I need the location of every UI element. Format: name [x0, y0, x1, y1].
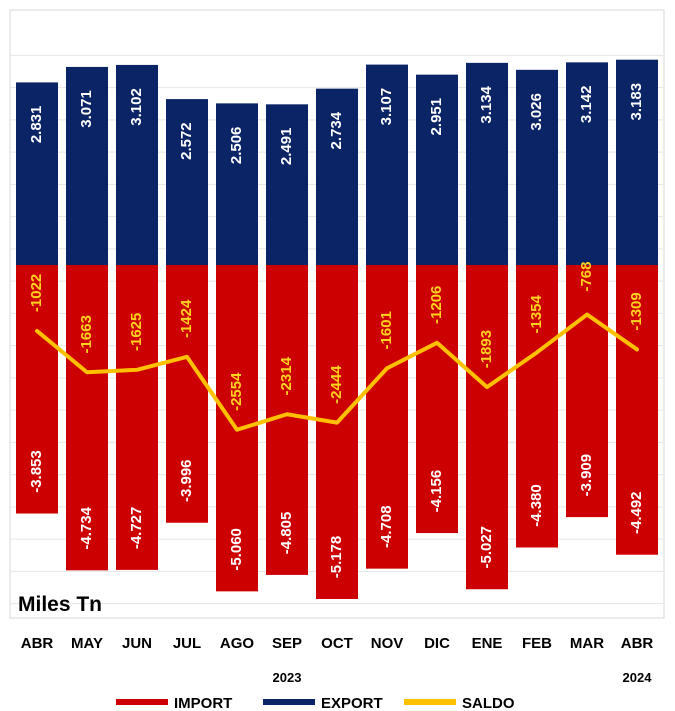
import-value-label: -5.027 [478, 526, 495, 569]
x-tick-label: JUN [122, 635, 152, 652]
import-value-label: -5.060 [228, 528, 245, 571]
year-label: 2024 [623, 670, 653, 685]
x-tick-label: ABR [21, 635, 54, 652]
import-bar [516, 265, 558, 548]
export-value-label: 2.951 [428, 98, 445, 136]
x-axis: ABR MAY JUN JUL AGO SEP OCT NOV DIC ENE FEB MAR ABR 2… [21, 635, 654, 685]
export-value-label: 3.026 [528, 93, 545, 131]
export-bar [266, 104, 308, 265]
import-value-label: -4.380 [528, 484, 545, 527]
import-bar [416, 265, 458, 534]
export-bar [216, 103, 258, 265]
import-bar [66, 265, 108, 571]
saldo-value-label: -1424 [178, 299, 195, 338]
x-tick-label: DIC [424, 635, 450, 652]
import-bar [616, 265, 658, 555]
export-value-label: 3.183 [628, 83, 645, 121]
import-value-label: -5.178 [328, 536, 345, 579]
export-value-label: 3.134 [478, 85, 495, 123]
export-bar [466, 62, 508, 266]
import-value-label: -4.805 [278, 512, 295, 555]
import-bar [166, 265, 208, 523]
saldo-line [35, 312, 639, 432]
import-bar [16, 265, 58, 514]
import-value-label: -4.492 [628, 491, 645, 534]
legend-label: IMPORT [174, 695, 232, 711]
saldo-value-label: -1309 [628, 292, 645, 330]
saldo-value-label: -1022 [28, 274, 45, 312]
year-label: 2023 [273, 670, 302, 685]
legend: IMPORT EXPORT SALDO [116, 695, 515, 711]
export-bar [316, 88, 358, 265]
x-tick-label: ABR [621, 635, 654, 652]
x-tick-label: AGO [220, 635, 255, 652]
export-bar [416, 74, 458, 266]
import-bar [566, 265, 608, 518]
x-tick-label: SEP [272, 635, 302, 652]
legend-label: EXPORT [321, 695, 383, 711]
import-value-label: -4.708 [378, 505, 395, 548]
x-tick-label: ENE [472, 635, 503, 652]
export-bar [66, 66, 108, 265]
x-tick-label: MAR [570, 635, 604, 652]
export-value-label: 3.102 [128, 88, 145, 126]
import-value-label: -4.156 [428, 470, 445, 513]
export-value-label: 2.831 [28, 106, 45, 144]
x-tick-label: OCT [321, 635, 353, 652]
export-bar [516, 69, 558, 265]
export-bar [16, 82, 58, 265]
export-value-label: 2.572 [178, 122, 195, 160]
export-bar [166, 99, 208, 265]
saldo-value-label: -1354 [528, 294, 545, 333]
export-bar [366, 64, 408, 265]
x-tick-label: NOV [371, 635, 404, 652]
import-bar [116, 265, 158, 570]
saldo-value-label: -768 [578, 262, 595, 292]
export-value-label: 3.142 [578, 86, 595, 124]
x-tick-label: FEB [522, 635, 552, 652]
import-value-label: -4.734 [78, 506, 95, 549]
export-bar [116, 64, 158, 266]
saldo-value-label: -1893 [478, 330, 495, 368]
export-value-label: 2.491 [278, 128, 295, 166]
legend-swatch [263, 699, 315, 705]
saldo-value-label: -1663 [78, 315, 95, 353]
import-value-label: -4.727 [128, 507, 145, 550]
saldo-value-label: -1206 [428, 286, 445, 324]
saldo-value-label: -2444 [328, 365, 345, 404]
unit-label: Miles Tn [18, 593, 102, 616]
export-bar [616, 59, 658, 265]
saldo-value-label: -2314 [278, 356, 295, 395]
export-value-label: 2.506 [228, 127, 245, 165]
import-bar [366, 265, 408, 569]
bars [16, 59, 658, 599]
import-bar [466, 265, 508, 590]
data-labels: 2.831 -3.853 3.071 -4.734 3.102 -4.727 2.572 -3… [28, 83, 645, 578]
import-value-label: -3.996 [178, 459, 195, 502]
export-value-label: 2.734 [328, 111, 345, 149]
saldo-value-label: -1625 [128, 313, 145, 351]
import-value-label: -3.853 [28, 450, 45, 493]
legend-swatch [404, 699, 456, 705]
export-value-label: 3.071 [78, 90, 95, 128]
import-bar [316, 265, 358, 599]
saldo-value-label: -1601 [378, 311, 395, 349]
export-bar [566, 62, 608, 265]
saldo-value-label: -2554 [228, 372, 245, 411]
saldo-line-layer [35, 312, 639, 432]
export-value-label: 3.107 [378, 88, 395, 126]
legend-swatch [116, 699, 168, 705]
x-tick-label: JUL [173, 635, 201, 652]
legend-label: SALDO [462, 695, 515, 711]
import-value-label: -3.909 [578, 454, 595, 497]
x-tick-label: MAY [71, 635, 103, 652]
